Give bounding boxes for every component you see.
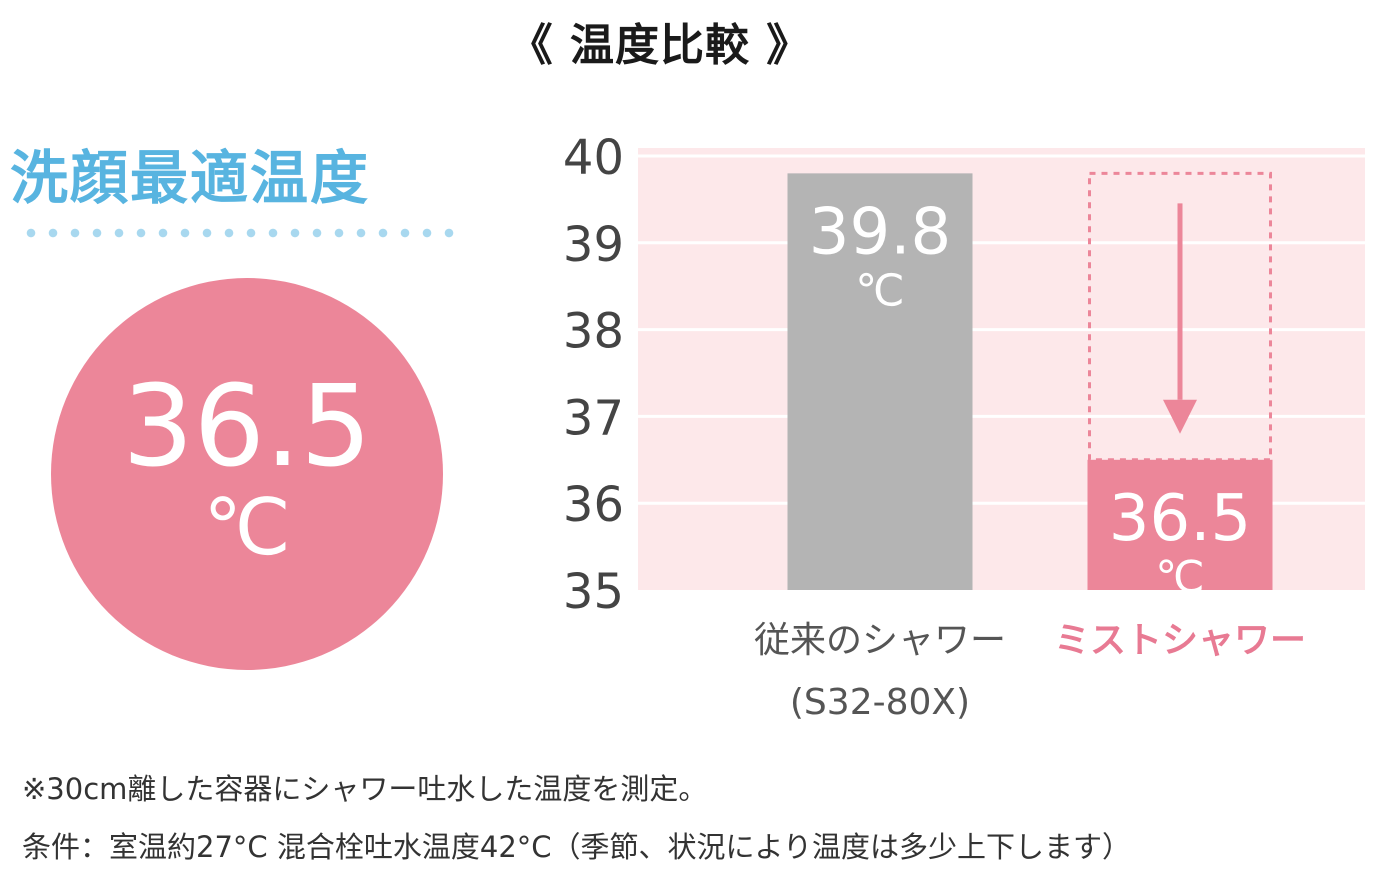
optimal-temp-circle: 36.5 ℃ — [51, 278, 443, 670]
bar-value-label: 39.8 — [809, 195, 952, 269]
y-tick-label: 37 — [563, 390, 624, 446]
x-category-label: 従来のシャワー — [754, 620, 1006, 661]
x-category-label: (S32-80X) — [790, 682, 970, 723]
bar-value-label: 36.5 — [1109, 482, 1252, 556]
down-arrow-icon — [1163, 399, 1197, 434]
y-tick-label: 38 — [563, 304, 624, 360]
dotted-divider — [20, 226, 465, 240]
bar-mist-shower — [1087, 459, 1273, 590]
temperature-bar-chart: 40393837363539.8℃従来のシャワー(S32-80X)36.5℃ミス… — [563, 130, 1365, 723]
footnote-conditions: 条件：室温約27°C 混合栓吐水温度42°C（季節、状況により温度は多少上下しま… — [22, 830, 1131, 864]
optimal-temp-value: 36.5 — [122, 362, 372, 492]
bar-unit-label: ℃ — [1155, 552, 1204, 603]
optimal-temp-unit: ℃ — [203, 483, 291, 573]
y-tick-label: 39 — [563, 217, 624, 273]
bar-conventional-shower — [787, 173, 973, 591]
footnote-measurement: ※30cm離した容器にシャワー吐水した温度を測定。 — [22, 772, 708, 806]
optimal-temp-heading: 洗顔最適温度 — [10, 144, 371, 212]
chart-title: 《 温度比較 》 — [508, 20, 812, 71]
y-tick-label: 35 — [563, 564, 624, 620]
x-category-label: ミストシャワー — [1054, 620, 1306, 661]
y-tick-label: 36 — [563, 477, 624, 533]
bar-unit-label: ℃ — [855, 265, 904, 316]
y-tick-label: 40 — [563, 130, 624, 186]
